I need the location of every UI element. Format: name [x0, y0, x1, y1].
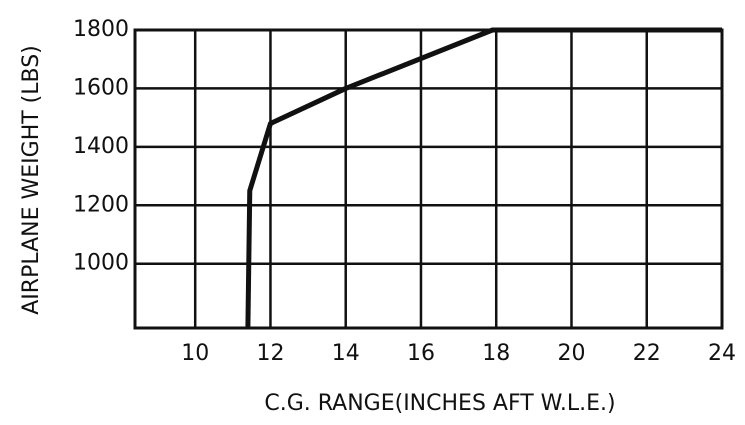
x-tick-label: 18 — [482, 341, 510, 366]
x-tick-label: 16 — [407, 341, 435, 366]
y-tick-label: 1800 — [73, 17, 129, 42]
y-tick-label: 1000 — [73, 251, 129, 276]
x-tick-label: 22 — [633, 341, 661, 366]
y-tick-label: 1200 — [73, 192, 129, 217]
x-tick-label: 10 — [181, 341, 209, 366]
x-tick-label: 12 — [256, 341, 284, 366]
y-axis-label: AIRPLANE WEIGHT (LBS) — [19, 45, 44, 315]
data-line — [245, 27, 722, 329]
plot-frame — [133, 28, 724, 330]
y-tick-label: 1400 — [73, 134, 129, 159]
x-tick-label: 14 — [332, 341, 360, 366]
y-tick-label: 1600 — [73, 75, 129, 100]
x-tick-label: 24 — [708, 341, 736, 366]
x-axis-label: C.G. RANGE(INCHES AFT W.L.E.) — [264, 391, 615, 416]
x-tick-label: 20 — [557, 341, 585, 366]
